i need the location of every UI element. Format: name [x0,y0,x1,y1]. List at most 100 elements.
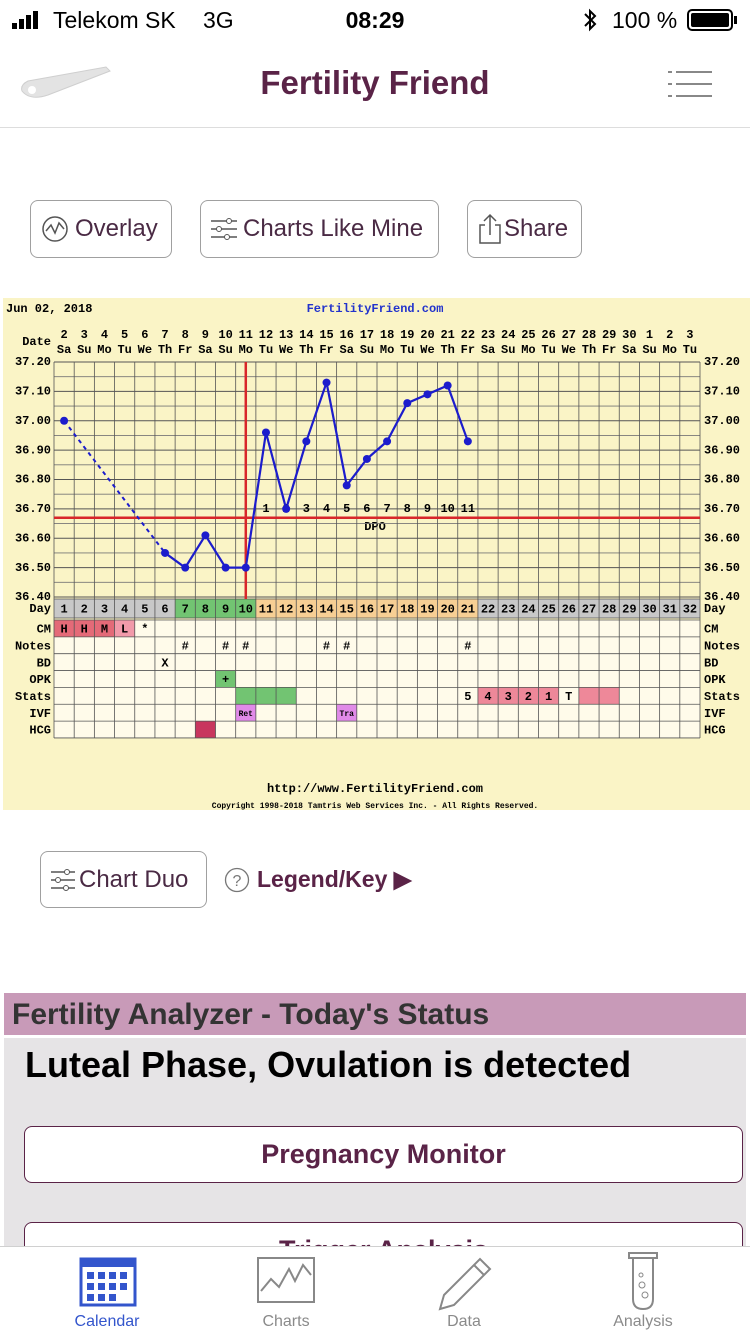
day-label: 18 [400,603,414,617]
weekday-label: Sa [198,343,212,357]
y-tick-label: 37.10 [704,385,740,399]
day-cell [94,599,115,618]
day-cell [639,599,660,618]
weekday-label: Tu [683,343,697,357]
y-tick-label: 36.80 [704,473,740,487]
dpo-number: 7 [383,502,390,516]
temperature-point [342,481,351,490]
chart-date: Jun 02, 2018 [6,302,92,316]
day-cell [538,599,559,618]
day-cell [558,599,579,618]
legend-link[interactable]: ? Legend/Key ▶ [224,866,411,893]
day-label: 14 [319,603,333,617]
button-label: Overlay [75,215,158,242]
temperature-point [261,428,270,437]
dpo-number: 3 [303,502,310,516]
weekday-label: Su [218,343,232,357]
menu-button[interactable] [668,70,712,98]
day-label: 10 [239,603,253,617]
day-cell [599,599,620,618]
cell-text: # [182,639,189,653]
temperature-point [241,563,250,572]
day-cell [74,599,95,618]
day-cell [175,599,196,618]
date-label: 12 [259,328,273,342]
temperature-line [164,378,469,570]
weekday-label: Mo [521,343,535,357]
tab-label[interactable]: Analysis [613,1313,673,1330]
gap-connector [63,420,166,554]
calendar-icon[interactable] [79,1253,137,1307]
day-cell [659,599,680,618]
cell-text: # [343,639,350,653]
cell-text: X [161,656,169,670]
date-label: 2 [666,328,673,342]
temperature-point [201,531,210,540]
analyzer-title: Fertility Analyzer - Today's Status [12,998,490,1031]
cell-fill [518,687,539,705]
cell-text: * [141,623,148,637]
date-label: 20 [420,328,434,342]
weekday-label: Fr [319,343,333,357]
weekday-label: We [279,343,293,357]
date-label: 11 [239,328,253,342]
day-cell [316,599,337,618]
date-label: 7 [161,328,168,342]
day-label: 17 [380,603,394,617]
weekday-label: Sa [57,343,71,357]
weekday-label: Tu [400,343,414,357]
y-tick-label: 36.60 [704,531,740,545]
day-cell [215,599,236,618]
date-label: 19 [400,328,414,342]
tab-label[interactable]: Charts [262,1313,310,1330]
network: 3G [203,7,234,33]
date-label: 25 [521,328,535,342]
y-tick-label: 36.70 [15,502,51,516]
cell-fill [477,687,499,705]
analysis-icon[interactable] [623,1251,663,1311]
row-label: HCG [704,724,726,738]
overlay-icon [42,216,68,242]
row-label: HCG [29,724,51,738]
day-cell [477,599,499,618]
weekday-label: Fr [602,343,616,357]
thermometer-logo[interactable] [18,65,113,101]
day-cell [397,599,418,618]
row-label: BD [704,656,718,670]
dpo-number: 11 [461,502,475,516]
pregnancy-monitor-button[interactable]: Pregnancy Monitor [24,1126,743,1183]
chart-duo-button[interactable]: Chart Duo [40,851,207,908]
tab-label[interactable]: Data [447,1313,481,1330]
date-label: 15 [319,328,333,342]
svg-text:?: ? [233,873,242,890]
day-label: 15 [340,603,354,617]
date-label: 29 [602,328,616,342]
day-label: 6 [161,603,168,617]
cell-text: Ret [239,710,254,719]
cell-fill [94,620,115,637]
day-label: 26 [562,603,576,617]
cell-text: 2 [525,690,532,704]
day-label: 9 [222,603,229,617]
day-label: 5 [141,603,148,617]
share-button[interactable]: Share [467,200,582,258]
charts-icon[interactable] [257,1257,315,1303]
date-label: 3 [686,328,693,342]
cell-text: 1 [545,690,552,704]
signal-icon [12,11,38,29]
cell-text: 5 [464,690,471,704]
tab-label[interactable]: Calendar [74,1313,140,1330]
weekday-label: Tu [541,343,555,357]
day-cell [457,599,478,618]
legend-label: Legend/Key ▶ [257,866,412,892]
cell-text: H [81,623,88,637]
day-label: 19 [420,603,434,617]
temperature-point [161,548,170,557]
dpo-label: DPO [364,520,386,534]
cell-fill [54,620,75,637]
data-icon[interactable] [434,1251,496,1311]
day-label: 28 [602,603,616,617]
overlay-button[interactable]: Overlay [30,200,172,258]
charts-like-mine-button[interactable]: Charts Like Mine [200,200,439,258]
cell-text: # [323,639,330,653]
